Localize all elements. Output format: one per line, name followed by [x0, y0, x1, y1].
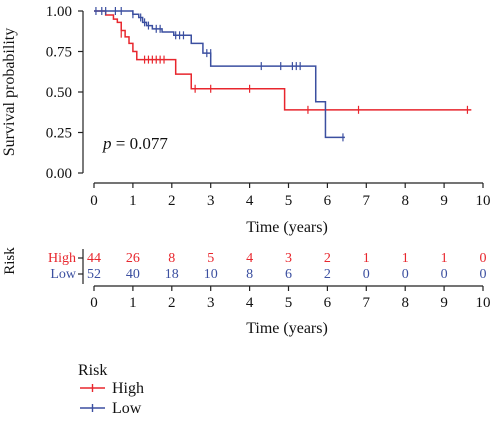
x-tick-label: 1	[129, 193, 137, 209]
risk-table-x-axis-title: Time (years)	[246, 320, 328, 337]
legend-items: High Low	[80, 380, 144, 417]
risk-count: 2	[324, 251, 331, 266]
y-tick-label: 0.25	[46, 126, 72, 142]
risk-row-label: Low	[50, 267, 77, 282]
y-axis-title: Survival probability	[1, 28, 18, 156]
series-low	[94, 7, 345, 142]
risk-x-tick-label: 1	[129, 295, 137, 311]
y-tick-label: 0.75	[46, 45, 72, 61]
risk-x-tick-label: 9	[440, 295, 448, 311]
x-tick-label: 9	[440, 193, 448, 209]
legend: Risk High Low	[78, 362, 144, 417]
risk-count: 8	[168, 251, 175, 266]
risk-count: 52	[87, 267, 101, 282]
risk-count: 18	[165, 267, 179, 282]
survival-plot: 0.00 0.25 0.50 0.75 1.00 0 1 2 3 4 5 6 7 8 9 10 Surviv…	[1, 4, 491, 236]
risk-count: 26	[126, 251, 140, 266]
x-tick-label: 4	[246, 193, 254, 209]
risk-count: 2	[324, 267, 331, 282]
risk-count: 0	[480, 267, 487, 282]
x-tick-label: 7	[363, 193, 371, 209]
survival-line-low	[94, 10, 345, 139]
x-tick-label: 8	[401, 193, 409, 209]
risk-count: 10	[204, 267, 218, 282]
legend-item-high: High	[80, 380, 144, 397]
survival-line-high	[94, 10, 472, 111]
x-tick-label: 2	[168, 193, 176, 209]
risk-table-title: Risk	[2, 247, 18, 275]
risk-x-tick-label: 0	[90, 295, 98, 311]
risk-count: 3	[285, 251, 292, 266]
legend-item-low: Low	[80, 400, 142, 417]
risk-x-tick-label: 6	[324, 295, 332, 311]
y-tick-label: 0.50	[46, 85, 72, 101]
risk-row-label: High	[48, 251, 76, 266]
risk-count: 1	[441, 251, 448, 266]
survival-curves	[94, 7, 472, 142]
risk-x-tick-label: 7	[363, 295, 371, 311]
risk-x-tick-label: 4	[246, 295, 254, 311]
y-tick-label: 1.00	[46, 4, 72, 20]
p-value-symbol: p	[102, 134, 112, 153]
x-tick-label: 3	[207, 193, 215, 209]
risk-x-tick-label: 10	[476, 295, 491, 311]
p-value-annotation: p = 0.077	[102, 134, 168, 153]
x-tick-label: 6	[324, 193, 332, 209]
risk-table-axes: 0 1 2 3 4 5 6 7 8 9 10	[78, 249, 491, 311]
series-high	[94, 10, 472, 114]
risk-x-tick-label: 2	[168, 295, 176, 311]
risk-count: 1	[402, 251, 409, 266]
y-axis: 0.00 0.25 0.50 0.75 1.00	[46, 4, 84, 182]
risk-count: 4	[246, 251, 253, 266]
risk-count: 0	[480, 251, 487, 266]
y-tick-label: 0.00	[46, 166, 72, 182]
x-tick-label: 10	[476, 193, 491, 209]
risk-count: 44	[87, 251, 101, 266]
risk-x-tick-label: 5	[285, 295, 293, 311]
risk-count: 6	[285, 267, 292, 282]
risk-count: 8	[246, 267, 253, 282]
x-tick-label: 5	[285, 193, 293, 209]
risk-x-tick-label: 8	[401, 295, 409, 311]
risk-count: 0	[363, 267, 370, 282]
risk-count: 40	[126, 267, 140, 282]
legend-label: High	[112, 380, 144, 397]
risk-count: 1	[363, 251, 370, 266]
risk-x-tick-label: 3	[207, 295, 215, 311]
p-value-text: = 0.077	[112, 134, 169, 153]
legend-title: Risk	[78, 362, 107, 379]
x-axis: 0 1 2 3 4 5 6 7 8 9 10	[90, 182, 491, 209]
x-axis-title: Time (years)	[246, 219, 328, 236]
x-tick-label: 0	[90, 193, 98, 209]
risk-count: 0	[402, 267, 409, 282]
risk-count: 5	[207, 251, 214, 266]
legend-label: Low	[112, 400, 142, 417]
risk-count: 0	[441, 267, 448, 282]
